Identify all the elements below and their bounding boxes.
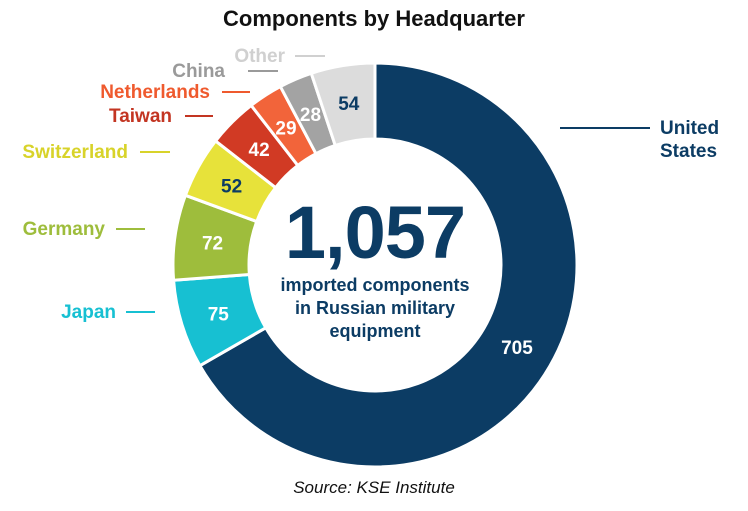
source-note: Source: KSE Institute [293,478,455,497]
category-label-taiwan: Taiwan [109,106,172,127]
category-label-switzerland: Switzerland [22,142,128,163]
category-label-other: Other [234,46,285,67]
category-label-germany: Germany [23,219,106,240]
value-label-japan: 75 [208,304,230,325]
value-label-taiwan: 42 [249,140,270,161]
category-label-united-states: United [660,118,719,139]
value-label-united-states: 705 [501,338,533,359]
center-caption: imported components in Russian military … [230,274,520,343]
category-label-china: China [172,61,225,82]
slice-united-states [197,61,579,469]
category-label-united-states: States [660,141,717,162]
value-label-switzerland: 52 [221,176,242,197]
center-total: 1,057 [284,191,466,274]
leader-lines [116,55,650,313]
value-label-netherlands: 29 [275,118,296,139]
donut-slices [171,61,579,469]
category-label-japan: Japan [61,302,116,323]
slice-other [309,61,377,148]
center-caption-line: in Russian military [294,298,456,318]
center-caption-line: equipment [329,321,421,341]
value-label-germany: 72 [202,233,223,254]
value-label-china: 28 [300,105,321,126]
category-label-netherlands: Netherlands [100,82,210,103]
center-caption-line: imported components [280,275,470,295]
chart-title: Components by Headquarter [223,6,525,31]
value-label-other: 54 [338,94,360,115]
